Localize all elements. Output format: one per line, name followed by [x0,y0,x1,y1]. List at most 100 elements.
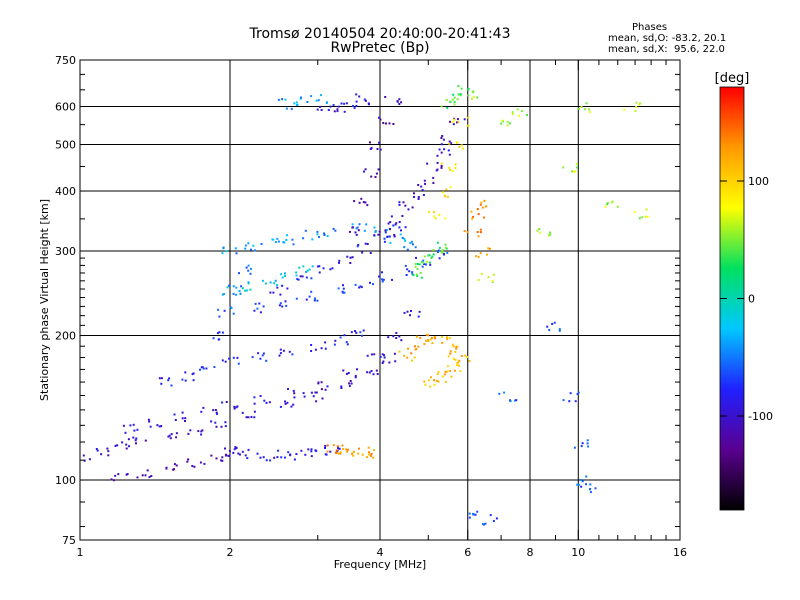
data-point [343,291,346,294]
data-point [326,385,329,388]
data-point [337,287,340,290]
data-point [259,357,262,360]
data-point [293,102,296,105]
data-point [317,99,320,102]
x-tick-label: 4 [377,546,384,559]
data-point [452,93,455,96]
data-point [259,456,262,459]
data-point [136,476,139,479]
data-point [443,373,446,376]
data-point [351,223,354,226]
data-point [451,170,454,172]
data-point [342,369,345,372]
data-point [518,114,521,117]
data-point [370,175,373,178]
data-point [256,452,259,455]
data-point [100,453,103,456]
data-point [351,256,354,259]
data-point [392,335,395,338]
data-point [402,201,405,204]
data-point [576,393,579,396]
data-point [259,395,262,397]
data-point [573,171,576,173]
data-point [233,405,236,408]
data-point [477,255,480,258]
data-point [639,102,642,105]
data-point [453,369,456,372]
data-point [127,438,130,441]
data-point [377,233,380,236]
data-point [503,391,506,394]
data-point [444,370,447,373]
data-point [558,329,561,332]
data-point [329,105,332,108]
data-point [366,456,369,459]
data-point [586,442,589,445]
data-point [394,223,397,226]
data-point [616,205,619,208]
data-point [477,235,480,238]
data-point [423,255,426,258]
x-tick-label: 8 [527,546,534,559]
data-point [385,229,388,232]
data-point [226,286,229,289]
data-point [244,244,247,247]
data-point [193,465,196,468]
data-point [340,387,343,389]
data-point [420,260,423,263]
data-point [433,379,436,382]
data-point [122,424,125,427]
y-tick-label: 75 [62,534,76,547]
data-point [299,97,302,100]
data-point [192,372,195,375]
data-point [253,396,256,399]
data-point [383,354,386,357]
data-point [454,350,457,353]
data-point [279,293,282,296]
data-point [477,213,480,216]
data-point [444,217,447,220]
data-point [315,450,318,453]
data-point [249,272,252,275]
data-point [427,379,430,382]
data-point [339,451,342,454]
data-point [181,417,184,420]
data-point [364,201,367,204]
data-point [334,339,337,342]
data-point [310,391,313,394]
data-point [489,514,492,517]
data-point [645,208,648,211]
data-point [452,123,455,126]
data-point [641,216,644,219]
data-point [82,454,85,457]
data-point [409,242,412,245]
data-point [514,399,516,402]
data-point [480,201,483,204]
data-point [135,442,137,445]
data-point [335,451,337,454]
data-point [477,279,480,282]
data-point [392,224,395,227]
data-point [325,101,328,104]
data-point [358,286,361,289]
data-point [121,441,124,444]
data-point [333,343,336,346]
data-point [336,110,339,113]
data-point [249,288,252,291]
data-point [398,98,401,101]
data-point [437,370,440,373]
data-point [511,113,514,116]
data-point [438,257,441,260]
data-point [379,148,382,151]
data-point [366,243,369,245]
data-point [389,241,392,244]
data-point [516,108,519,111]
data-point [307,448,310,451]
data-point [356,245,359,248]
data-point [168,377,171,380]
data-point [296,278,299,281]
data-point [354,330,356,332]
data-point [239,453,241,456]
data-point [435,169,438,172]
